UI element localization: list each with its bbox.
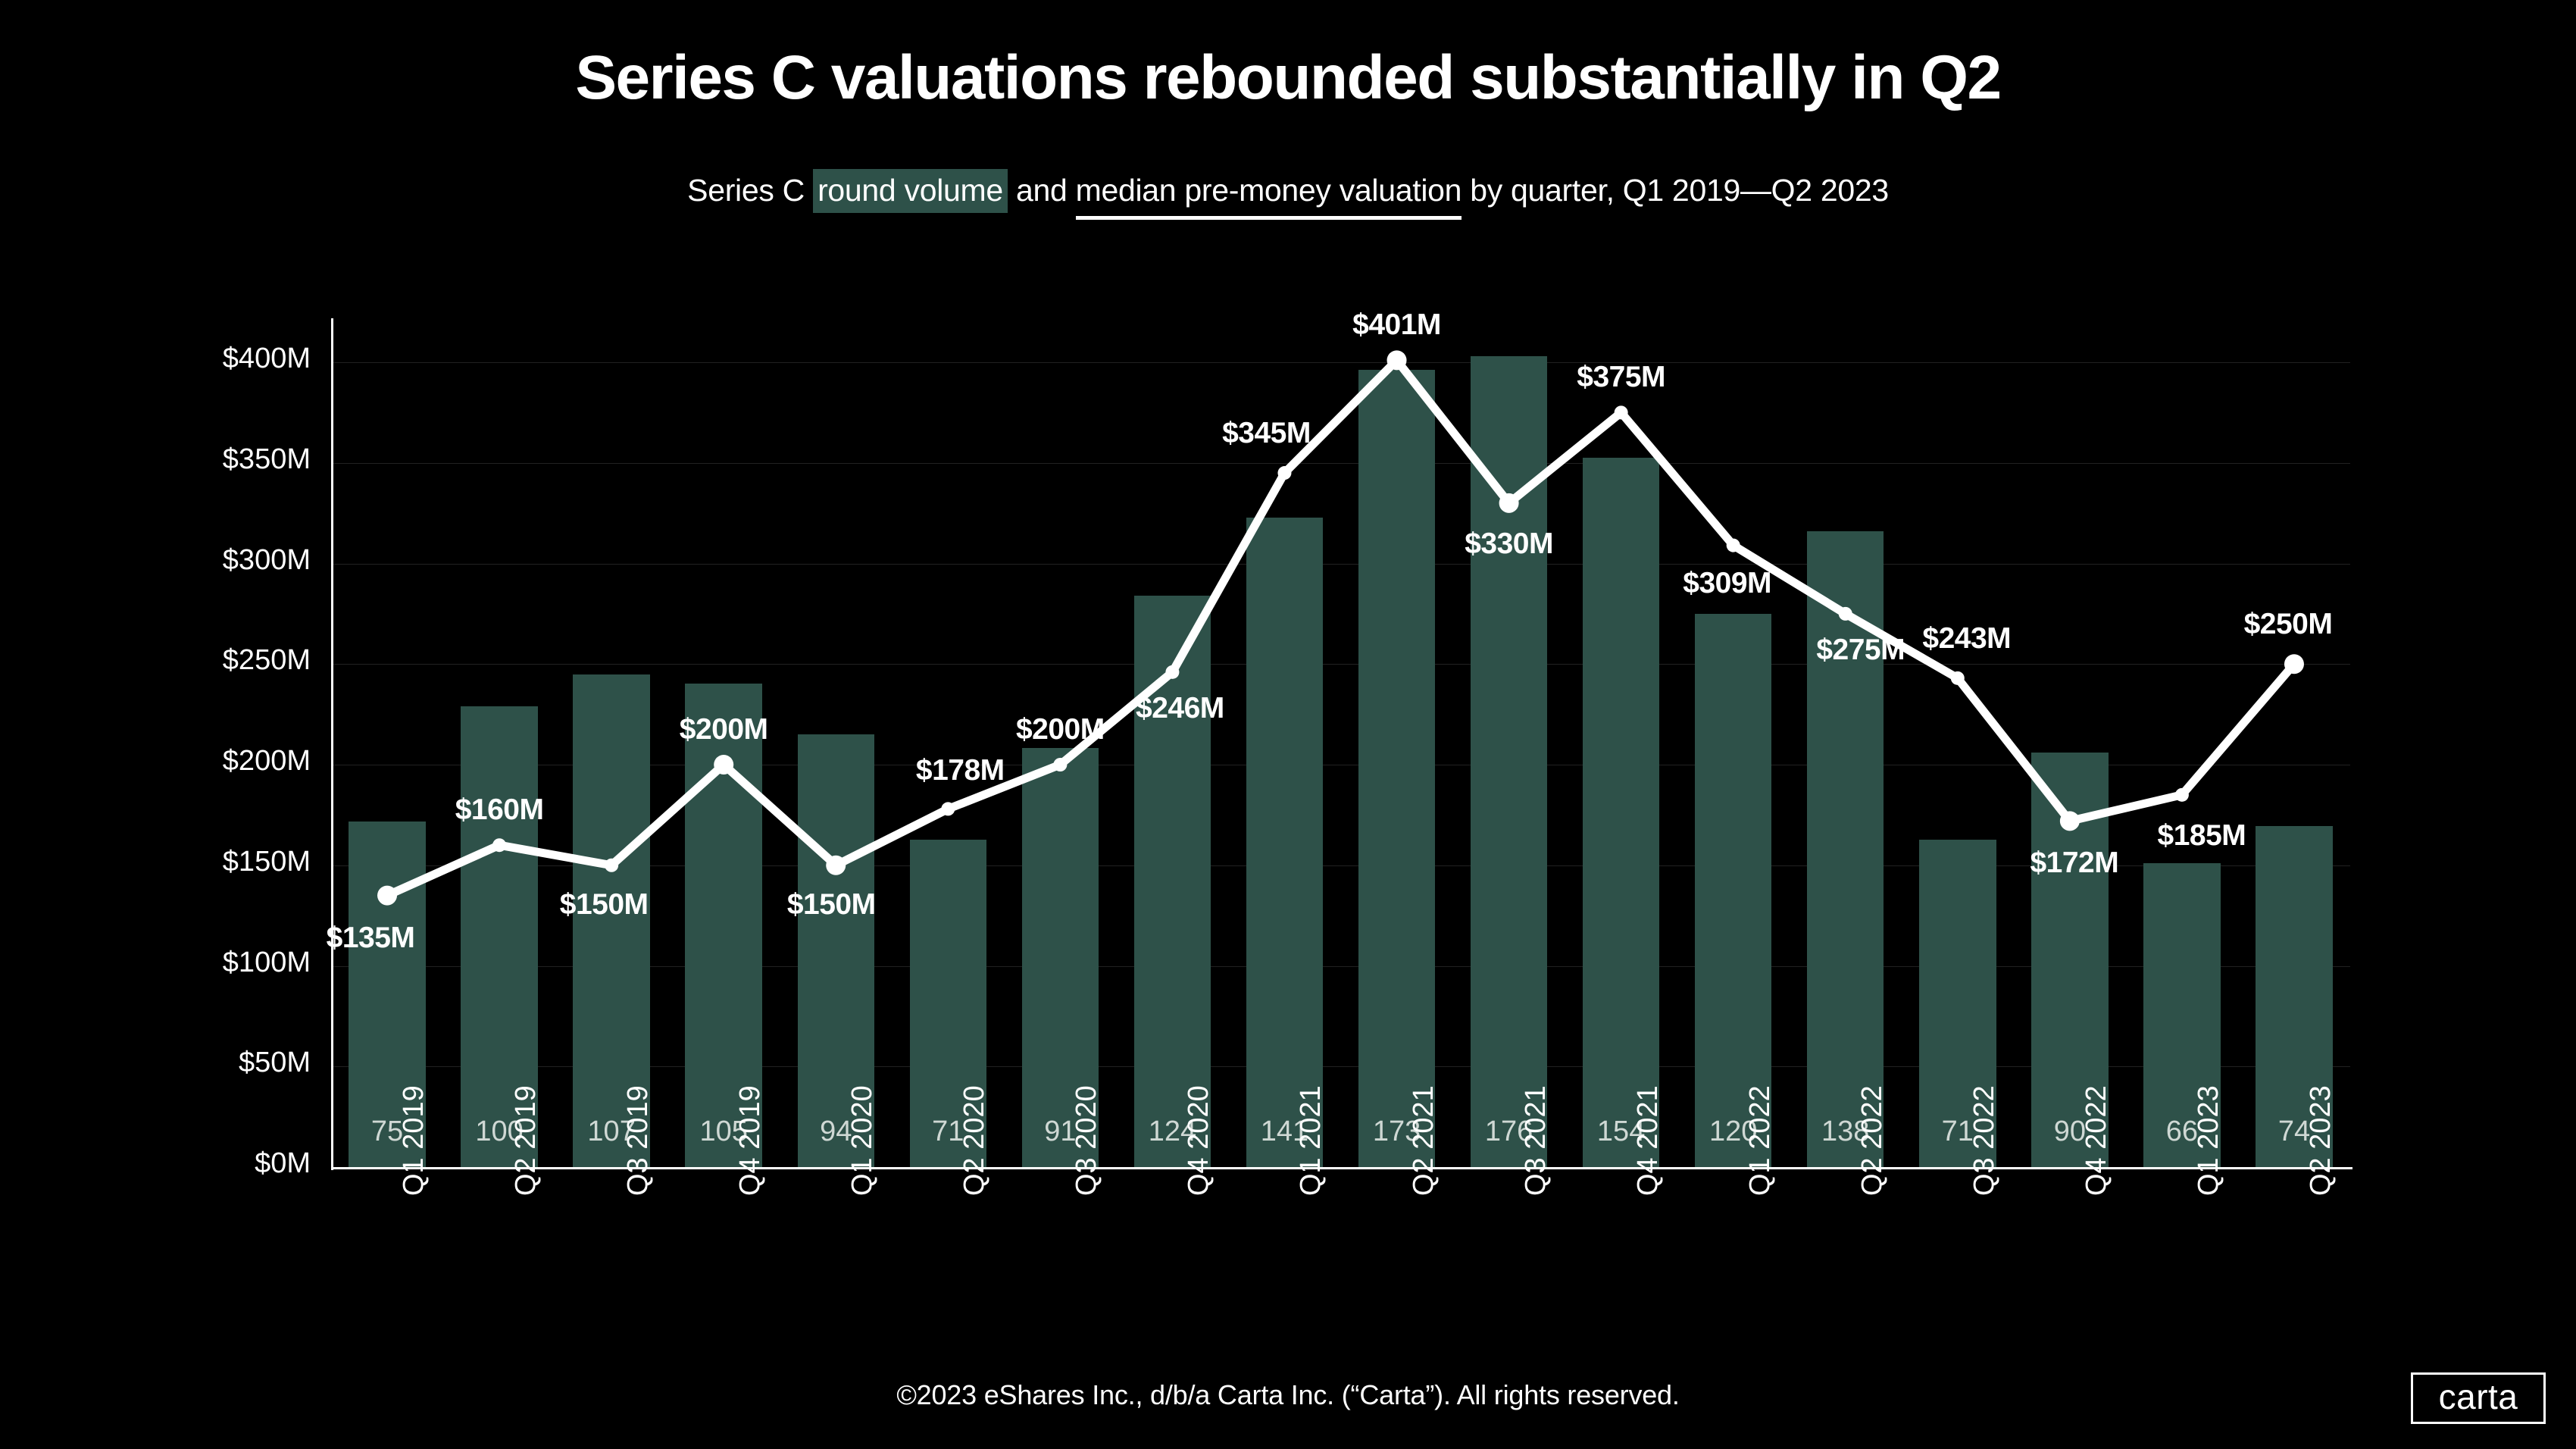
gridline — [331, 1066, 2350, 1068]
bar-value-label: 94 — [820, 1116, 852, 1147]
line-value-label: $375M — [1577, 361, 1665, 394]
line-value-label: $150M — [559, 887, 649, 921]
y-axis-line — [331, 318, 333, 1170]
line-value-label: $401M — [1352, 308, 1441, 342]
x-axis-tick-label: Q3 2019 — [622, 1085, 655, 1196]
bar-value-label: 176 — [1484, 1116, 1533, 1147]
x-axis-tick-label: Q1 2023 — [2192, 1085, 2224, 1196]
x-axis-tick-label: Q3 2020 — [1071, 1085, 1103, 1196]
gridline — [331, 664, 2350, 665]
page-title: Series C valuations rebounded substantia… — [575, 43, 2002, 112]
bar-value-label: 141 — [1260, 1116, 1309, 1147]
y-axis-tick-label: $400M — [222, 343, 311, 374]
y-axis-tick-label: $300M — [222, 543, 311, 576]
x-axis-tick-label: Q1 2022 — [1743, 1085, 1776, 1196]
x-axis-line — [331, 1167, 2352, 1169]
line-value-label: $250M — [2243, 608, 2333, 641]
bar-value-label: 124 — [1148, 1116, 1197, 1147]
gridline — [331, 462, 2350, 464]
x-axis-tick-label: Q2 2020 — [958, 1085, 991, 1196]
subtitle-text-3: by quarter, Q1 2019—Q2 2023 — [1462, 173, 1889, 208]
y-axis-tick-label: $250M — [222, 644, 311, 677]
bar-value-label: 91 — [1044, 1116, 1077, 1147]
bar-value-label: 100 — [475, 1116, 524, 1147]
legend-bar-series: round volume — [813, 169, 1008, 213]
subtitle-text-2: and — [1007, 173, 1076, 208]
x-axis-tick-label: Q2 2023 — [2304, 1085, 2337, 1196]
line-value-label: $135M — [326, 921, 415, 954]
bar-value-label: 74 — [2277, 1116, 2311, 1147]
bar[interactable] — [1246, 517, 1324, 1167]
x-axis-tick-label: Q1 2021 — [1295, 1085, 1327, 1196]
bar[interactable] — [1470, 356, 1548, 1167]
bar-value-label: 105 — [699, 1116, 748, 1147]
line-value-label: $150M — [786, 887, 876, 921]
bar-value-label: 107 — [587, 1116, 636, 1147]
x-axis-tick-label: Q3 2021 — [1519, 1085, 1552, 1196]
bar[interactable] — [1807, 531, 1884, 1167]
x-axis-tick-label: Q3 2022 — [1968, 1085, 2000, 1196]
x-axis-tick-label: Q1 2020 — [846, 1085, 879, 1196]
footer-copyright: ©2023 eShares Inc., d/b/a Carta Inc. (“C… — [896, 1379, 1680, 1410]
line-value-label: $309M — [1683, 566, 1772, 599]
y-axis-tick-label: $100M — [222, 946, 311, 978]
gridline — [331, 965, 2350, 967]
x-axis-tick-label: Q1 2019 — [398, 1085, 430, 1196]
line-value-label: $200M — [679, 713, 768, 746]
bar-value-label: 75 — [370, 1116, 404, 1147]
line-value-label: $330M — [1465, 527, 1553, 560]
gridline — [331, 563, 2350, 565]
x-axis-tick-label: Q2 2019 — [510, 1085, 542, 1196]
subtitle-text-1: Series C — [687, 173, 814, 208]
line-value-label: $178M — [915, 754, 1005, 787]
legend-line-series: median pre-money valuation — [1075, 173, 1462, 220]
bar-value-label: 71 — [932, 1116, 964, 1147]
x-axis-tick-label: Q4 2019 — [734, 1085, 767, 1196]
x-axis-tick-label: Q4 2022 — [2080, 1085, 2112, 1196]
bar-value-label: 154 — [1596, 1116, 1646, 1147]
line-value-label: $172M — [2030, 847, 2119, 880]
x-axis-tick-label: Q4 2021 — [1631, 1085, 1664, 1196]
x-axis-tick-label: Q2 2021 — [1407, 1085, 1440, 1196]
bar[interactable] — [1694, 614, 1772, 1167]
y-axis-tick-label: $150M — [222, 845, 311, 878]
bar[interactable] — [1358, 370, 1436, 1167]
y-axis-tick-label: $50M — [238, 1047, 311, 1079]
bar-value-label: 120 — [1708, 1116, 1758, 1147]
x-axis-tick-label: Q4 2020 — [1183, 1085, 1215, 1196]
plot-area: 75 100 107 105 94 71 91 124 141 173 176 154 120 138 71… — [331, 326, 2350, 1167]
bar-value-label: 71 — [1941, 1116, 1974, 1147]
bar[interactable] — [2143, 862, 2221, 1167]
bar-value-label: 66 — [2165, 1116, 2199, 1147]
gridline — [331, 362, 2350, 363]
bar[interactable] — [1582, 457, 1660, 1167]
line-value-label: $345M — [1222, 417, 1311, 450]
bar-value-label: 138 — [1821, 1116, 1870, 1147]
bar-value-label: 90 — [2053, 1116, 2086, 1147]
carta-logo-text: carta — [2438, 1377, 2518, 1416]
y-axis-tick-label: $350M — [222, 443, 311, 475]
chart-subtitle: Series C round volume and median pre-mon… — [0, 169, 2576, 220]
line-value-label: $243M — [1922, 621, 2012, 655]
line-value-label: $275M — [1816, 633, 1905, 666]
bar-value-label: 173 — [1372, 1116, 1421, 1147]
carta-logo: carta — [2411, 1372, 2546, 1424]
x-axis-tick-label: Q2 2022 — [1855, 1085, 1888, 1196]
line-value-label: $185M — [2157, 818, 2246, 852]
y-axis-tick-label: $0M — [255, 1147, 311, 1179]
line-value-label: $160M — [455, 793, 544, 827]
line-value-label: $200M — [1015, 713, 1105, 746]
y-axis-tick-label: $200M — [222, 745, 311, 777]
bar[interactable] — [1133, 596, 1211, 1167]
line-value-label: $246M — [1136, 691, 1224, 724]
